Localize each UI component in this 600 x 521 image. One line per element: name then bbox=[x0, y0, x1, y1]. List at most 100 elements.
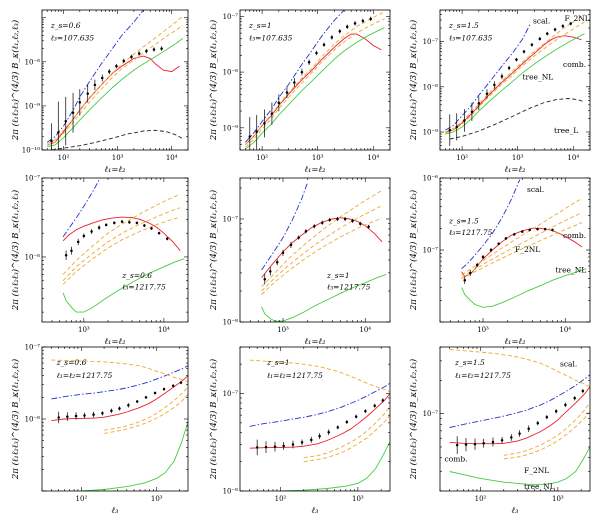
panel-r1c1: 10³ 10⁴ 10⁻⁸ 10⁻⁷ ℓ₁=ℓ₂ 2π (ℓ₁ℓ₂ℓ₃)^(4/3) B_κ… bbox=[208, 177, 391, 347]
data-point bbox=[364, 409, 367, 413]
data-point bbox=[153, 391, 157, 395]
x-axis-label: ℓ₃ bbox=[112, 506, 120, 516]
data-point bbox=[463, 119, 466, 122]
panel-r0c0: 10² 10³ 10⁴ 10⁻¹⁰ 10⁻⁹ 10⁻⁸ ℓ₁=ℓ₂ 2π (ℓ₁ℓ₂ℓ₃)^(… bbox=[10, 9, 189, 175]
data-point bbox=[473, 442, 477, 446]
data-point bbox=[470, 110, 474, 114]
data-point bbox=[455, 443, 459, 447]
data-point bbox=[336, 426, 340, 429]
data-point bbox=[551, 228, 554, 232]
data-point bbox=[330, 36, 334, 39]
data-point bbox=[113, 221, 116, 225]
data-point bbox=[336, 217, 339, 221]
data-point bbox=[581, 389, 585, 393]
annotation-l3: ℓ₃=1217.75 bbox=[327, 283, 371, 292]
x-tick-label: 10² bbox=[256, 154, 268, 162]
annotation-l3: ℓ₁=ℓ₂=1217.75 bbox=[267, 371, 323, 380]
series-f-2nl-line bbox=[261, 189, 383, 288]
y-axis-label: 2π (ℓ₁ℓ₂ℓ₃)^(4/3) B_κ(ℓ₁,ℓ₂,ℓ₃) bbox=[10, 20, 21, 141]
data-point bbox=[115, 64, 118, 68]
data-point bbox=[489, 248, 493, 252]
data-point bbox=[179, 381, 183, 384]
data-point bbox=[145, 49, 148, 53]
series-scal--line bbox=[249, 382, 390, 427]
series-comb--line bbox=[62, 216, 181, 251]
annotation-zs: z_s=1 bbox=[326, 271, 350, 280]
series-f-2nl-b-line bbox=[503, 402, 590, 456]
y-tick-label: 10⁻⁷ bbox=[223, 390, 239, 398]
series-f-2nl-line bbox=[249, 359, 390, 392]
y-tick-label: 10⁻⁸ bbox=[223, 319, 239, 327]
y-tick-label: 10⁻⁷ bbox=[423, 247, 439, 255]
data-point bbox=[289, 243, 293, 247]
data-point bbox=[536, 227, 539, 231]
data-point bbox=[304, 230, 308, 233]
panel-r2c0: 10² 10³ 10⁻⁸ 10⁻⁷ ℓ₃ 2π (ℓ₁ℓ₂ℓ₃)^(4/3) B_κ(ℓ₁… bbox=[10, 344, 189, 516]
series-tree-nl-line bbox=[280, 441, 390, 491]
data-point bbox=[315, 51, 318, 55]
annotation-zs: z_s=1.5 bbox=[454, 358, 485, 367]
annotation-a2: scal. bbox=[527, 185, 544, 194]
series-f-2nl-b-line bbox=[461, 212, 583, 278]
x-tick-label: 10³ bbox=[512, 154, 524, 162]
data-point bbox=[485, 92, 489, 96]
y-axis-label: 2π (ℓ₁ℓ₂ℓ₃)^(4/3) B_κ(ℓ₁,ℓ₂,ℓ₃) bbox=[408, 20, 419, 141]
data-point bbox=[530, 43, 534, 47]
y-tick-label: 10⁻⁸ bbox=[223, 69, 239, 77]
x-tick-label: 10³ bbox=[312, 154, 324, 162]
series-comb--line bbox=[249, 393, 390, 449]
data-point bbox=[543, 227, 547, 231]
data-point bbox=[569, 22, 572, 25]
y-axis-label: 2π (ℓ₁ℓ₂ℓ₃)^(4/3) B_κ(ℓ₁,ℓ₂,ℓ₃) bbox=[10, 359, 21, 480]
x-tick-label: 10³ bbox=[477, 326, 489, 334]
annotation-zs: z_s=0.6 bbox=[56, 358, 87, 367]
data-point bbox=[107, 70, 111, 73]
data-point bbox=[310, 438, 313, 442]
series-scal--line bbox=[445, 23, 531, 131]
data-point bbox=[90, 230, 93, 233]
series-tree-nl-line bbox=[245, 27, 385, 150]
data-point bbox=[269, 270, 272, 273]
annotation-a6: tree_L bbox=[554, 126, 578, 135]
x-axis-label: ℓ₃ bbox=[312, 506, 320, 516]
data-point bbox=[76, 240, 80, 244]
series-comb--line bbox=[47, 55, 180, 146]
series-f-2nl-b-line bbox=[104, 386, 188, 431]
annotation-a4: comb. bbox=[563, 60, 586, 69]
series-f-2nl-c-line bbox=[503, 411, 590, 460]
data-point bbox=[477, 102, 481, 105]
data-point bbox=[510, 436, 513, 439]
series-comb--line bbox=[461, 227, 583, 277]
data-point bbox=[381, 399, 385, 402]
x-tick-label: 10³ bbox=[277, 326, 289, 334]
data-point bbox=[527, 427, 530, 431]
series-tree-nl-line bbox=[449, 446, 590, 485]
series-tree-nl-line bbox=[62, 258, 185, 313]
x-tick-label: 10³ bbox=[151, 495, 163, 503]
data-point bbox=[538, 37, 542, 41]
data-point bbox=[144, 396, 148, 399]
x-tick-label: 10² bbox=[456, 154, 468, 162]
y-axis-label: 2π (ℓ₁ℓ₂ℓ₃)^(4/3) B_κ(ℓ₁,ℓ₂,ℓ₃) bbox=[208, 190, 219, 311]
x-tick-label: 10⁴ bbox=[359, 326, 371, 334]
series-f-2nl-b-line bbox=[47, 24, 184, 146]
data-point bbox=[71, 111, 75, 114]
panel-r1c2: 10³ 10⁴ 10⁻⁷ 10⁻⁶ ℓ₁=ℓ₂ 2π (ℓ₁ℓ₂ℓ₃)^(4/3) B_κ… bbox=[408, 175, 591, 347]
panel-r0c1: 10² 10³ 10⁴ 10⁻⁹ 10⁻⁸ 10⁻⁷ ℓ₁=ℓ₂ 2π (ℓ₁ℓ₂ℓ₃)^(4… bbox=[208, 9, 391, 175]
data-point bbox=[150, 227, 153, 230]
data-point bbox=[110, 409, 113, 413]
data-point bbox=[270, 112, 274, 115]
panel-frame bbox=[239, 346, 391, 492]
x-tick-label: 10³ bbox=[78, 326, 90, 334]
y-tick-label: 10⁻⁷ bbox=[25, 344, 41, 352]
series-f-2nl-line bbox=[461, 198, 583, 276]
data-point bbox=[561, 24, 565, 28]
data-point bbox=[545, 415, 549, 419]
data-point bbox=[135, 400, 139, 403]
series-f-2nl-line bbox=[449, 349, 590, 388]
data-point bbox=[263, 122, 266, 125]
series-scal--line bbox=[449, 374, 590, 428]
y-tick-label: 10⁻⁹ bbox=[423, 129, 439, 137]
x-axis-label: ℓ₁=ℓ₂ bbox=[504, 165, 526, 175]
data-point bbox=[57, 416, 60, 419]
